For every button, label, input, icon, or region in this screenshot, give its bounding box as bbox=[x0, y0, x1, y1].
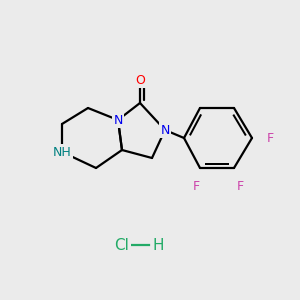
Text: H: H bbox=[152, 238, 164, 253]
Text: O: O bbox=[135, 74, 145, 86]
Text: Cl: Cl bbox=[115, 238, 129, 253]
Text: NH: NH bbox=[52, 146, 71, 158]
Text: N: N bbox=[160, 124, 170, 136]
Text: F: F bbox=[236, 179, 244, 193]
Text: F: F bbox=[192, 181, 200, 194]
Text: F: F bbox=[266, 131, 274, 145]
Text: N: N bbox=[113, 113, 123, 127]
